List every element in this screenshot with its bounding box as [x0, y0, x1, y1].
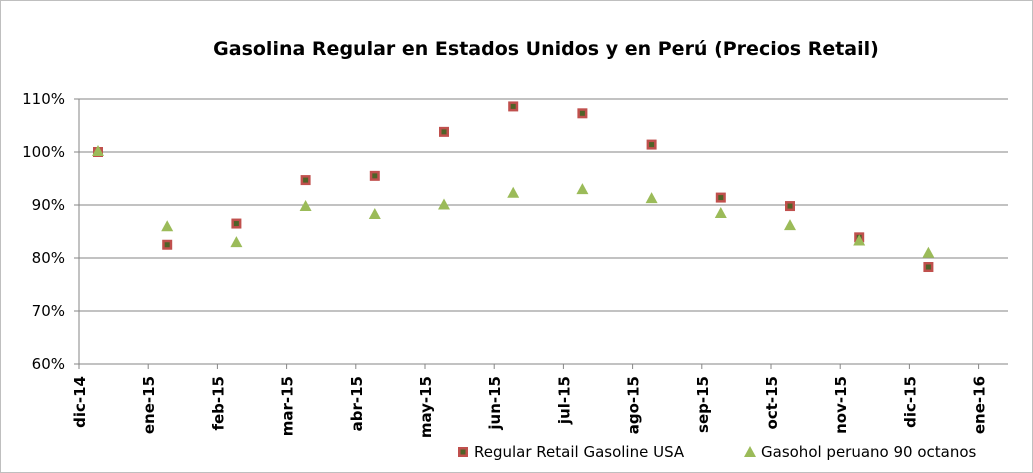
- marker-core: [925, 264, 931, 270]
- x-tick-label: ene-16: [971, 376, 989, 434]
- gridlines: [79, 98, 1008, 312]
- y-tick-label: 70%: [32, 302, 65, 320]
- marker-core: [164, 242, 170, 248]
- axes: [74, 98, 1008, 369]
- x-tick-label: abr-15: [348, 376, 366, 431]
- peru-gasohol-point: [161, 220, 174, 232]
- y-tick-label: 100%: [22, 143, 65, 161]
- marker-core: [441, 129, 447, 135]
- legend-marker-usa: [458, 447, 468, 457]
- y-tick-labels: 60% 70% 80% 90% 100% 110%: [22, 90, 65, 373]
- marker-core: [787, 203, 793, 209]
- usa-gasoline-point: [231, 218, 242, 229]
- x-tick-label: nov-15: [832, 376, 850, 434]
- legend-marker-peru: [744, 446, 756, 457]
- x-tick-label: dic-14: [71, 376, 89, 428]
- peru-gasohol-point: [368, 208, 381, 220]
- peru-gasohol-point: [645, 192, 658, 204]
- y-tick-label: 80%: [32, 249, 65, 267]
- marker-core: [510, 103, 516, 109]
- usa-gasoline-point: [369, 170, 380, 181]
- peru-gasohol-point: [92, 144, 104, 156]
- x-tick-label: ene-15: [140, 376, 158, 434]
- peru-gasohol-point: [714, 206, 727, 218]
- x-tick-label: sep-15: [694, 376, 712, 433]
- marker-core: [233, 221, 239, 227]
- peru-gasohol-point: [576, 183, 589, 195]
- x-tick-label: dic-15: [901, 376, 919, 428]
- peru-gasohol-point: [299, 200, 312, 212]
- usa-gasoline-point: [439, 126, 449, 137]
- chart-title: Gasolina Regular en Estados Unidos y en …: [213, 38, 879, 60]
- usa-gasoline-point: [715, 192, 726, 203]
- x-tick-label: feb-15: [209, 376, 227, 431]
- marker-core: [303, 177, 309, 183]
- y-tick-label: 110%: [22, 90, 65, 108]
- legend: Regular Retail Gasoline USA Gasohol perua…: [458, 443, 977, 461]
- usa-gasoline-point: [646, 139, 657, 150]
- x-tick-label: may-15: [417, 376, 435, 438]
- peru-gasohol-point: [230, 236, 243, 248]
- peru-gasohol-point: [853, 234, 866, 246]
- data-points: [92, 101, 935, 273]
- legend-label-peru: Gasohol peruano 90 octanos: [761, 443, 977, 461]
- marker-core: [579, 110, 585, 116]
- usa-gasoline-point: [508, 101, 519, 112]
- y-tick-label: 90%: [32, 196, 65, 214]
- peru-gasohol-point: [922, 246, 935, 258]
- x-tick-label: ago-15: [625, 376, 643, 434]
- x-tick-label: jul-15: [555, 376, 573, 425]
- marker-core: [372, 173, 378, 179]
- usa-gasoline-point: [162, 239, 173, 250]
- usa-gasoline-point: [577, 108, 588, 119]
- peru-gasohol-point: [507, 186, 520, 198]
- x-tick-label: jun-15: [486, 376, 504, 431]
- usa-gasoline-point: [300, 175, 311, 186]
- y-tick-label: 60%: [32, 355, 65, 373]
- peru-gasohol-point: [784, 219, 796, 231]
- marker-core: [718, 195, 724, 201]
- marker-core: [649, 142, 655, 148]
- x-tick-labels: dic-14 ene-15 feb-15 mar-15 abr-15 may-15 jun-…: [71, 376, 989, 438]
- usa-gasoline-point: [923, 262, 934, 273]
- marker-core: [460, 449, 466, 455]
- x-tick-label: mar-15: [279, 376, 297, 436]
- legend-label-usa: Regular Retail Gasoline USA: [474, 443, 685, 461]
- peru-gasohol-point: [438, 198, 450, 210]
- usa-gasoline-point: [785, 201, 795, 212]
- x-tick-label: oct-15: [763, 376, 781, 429]
